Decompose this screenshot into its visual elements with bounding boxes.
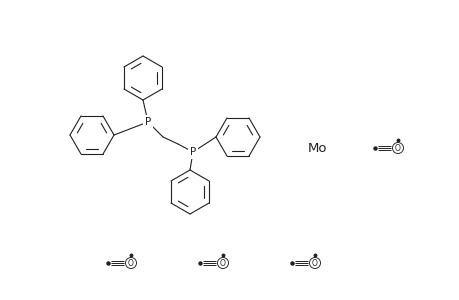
Text: Mo: Mo (308, 142, 327, 154)
Text: O: O (311, 259, 317, 268)
Text: P: P (190, 147, 196, 157)
Text: O: O (394, 143, 400, 152)
Circle shape (125, 257, 136, 268)
Circle shape (392, 142, 403, 154)
Text: O: O (128, 259, 134, 268)
Circle shape (309, 257, 320, 268)
Text: O: O (219, 259, 225, 268)
Text: P: P (145, 117, 151, 127)
Circle shape (217, 257, 228, 268)
